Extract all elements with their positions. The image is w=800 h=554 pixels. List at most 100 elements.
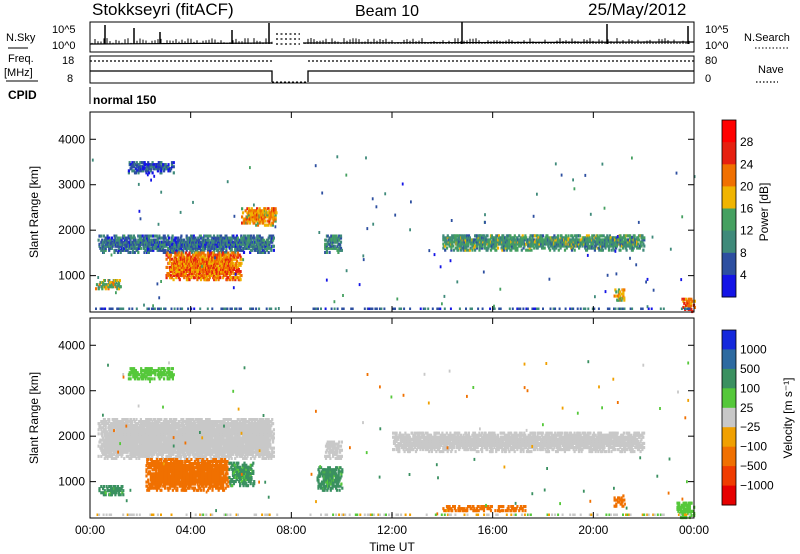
echo-cell xyxy=(99,440,102,444)
echo-cell xyxy=(639,242,642,246)
echo-cell xyxy=(111,428,114,432)
echo-cell xyxy=(507,238,510,242)
echo-cell xyxy=(625,238,628,242)
echo-cell xyxy=(324,250,327,254)
echo-cell xyxy=(450,244,453,248)
echo-cell xyxy=(156,434,159,438)
echo-cell xyxy=(130,236,133,240)
echo-cell xyxy=(163,169,166,173)
beam-title: Beam 10 xyxy=(355,3,419,20)
echo-cell xyxy=(659,307,662,310)
echo-cell xyxy=(554,162,557,166)
echo-cell xyxy=(272,238,275,242)
echo-cell xyxy=(252,213,255,217)
echo-cell xyxy=(497,234,500,238)
echo-cell xyxy=(650,307,653,310)
echo-cell xyxy=(147,428,150,432)
echo-cell xyxy=(98,242,101,246)
echo-cell xyxy=(134,238,137,242)
echo-cell xyxy=(165,253,168,257)
echo-cell xyxy=(473,246,476,250)
echo-cell xyxy=(315,307,318,310)
echo-cell xyxy=(252,307,255,310)
echo-cell xyxy=(394,213,397,217)
echo-cell xyxy=(123,456,126,460)
echo-cell xyxy=(548,277,551,281)
echo-cell xyxy=(137,452,140,456)
echo-cell xyxy=(138,234,141,238)
echo-cell xyxy=(117,281,121,285)
echo-cell xyxy=(629,256,631,260)
echo-cell xyxy=(446,236,449,240)
echo-cell xyxy=(563,238,567,242)
echo-cell xyxy=(175,240,178,244)
echo-cell xyxy=(630,240,633,244)
echo-cell xyxy=(171,236,174,240)
echo-cell xyxy=(380,307,383,310)
echo-cell xyxy=(148,244,151,248)
echo-cell xyxy=(197,242,200,246)
echo-cell xyxy=(640,307,643,310)
echo-cell xyxy=(225,274,228,278)
echo-cell xyxy=(619,248,622,252)
echo-cell xyxy=(593,246,596,250)
echo-cell xyxy=(102,450,105,454)
echo-cell xyxy=(266,219,269,223)
echo-cell xyxy=(597,307,600,310)
echo-cell xyxy=(139,234,142,238)
echo-cell xyxy=(243,234,246,238)
echo-cell xyxy=(197,267,200,271)
echo-cell xyxy=(443,238,446,242)
echo-cell xyxy=(401,182,404,186)
echo-cell xyxy=(109,285,112,289)
echo-cell xyxy=(510,240,513,244)
echo-cell xyxy=(601,248,604,252)
echo-cell xyxy=(508,307,511,310)
echo-cell xyxy=(468,236,471,240)
echo-cell xyxy=(146,173,149,177)
echo-cell xyxy=(226,257,229,261)
echo-cell xyxy=(622,292,625,296)
echo-cell xyxy=(335,246,338,250)
echo-cell xyxy=(538,244,541,248)
echo-cell xyxy=(113,234,116,238)
echo-cell xyxy=(242,236,245,240)
echo-cell xyxy=(255,307,258,310)
echo-cell xyxy=(213,276,217,280)
echo-cell xyxy=(95,307,97,310)
echo-cell xyxy=(198,253,201,257)
echo-cell xyxy=(171,270,174,274)
echo-cell xyxy=(99,307,102,310)
echo-cell xyxy=(615,238,619,242)
echo-cell xyxy=(479,244,482,248)
echo-cell xyxy=(114,244,117,248)
echo-cell xyxy=(532,214,535,218)
echo-cell xyxy=(170,161,174,165)
echo-cell xyxy=(339,236,343,240)
echo-cell xyxy=(591,234,594,238)
echo-cell xyxy=(226,180,229,184)
echo-cell xyxy=(115,248,118,252)
echo-cell xyxy=(184,246,187,250)
echo-cell xyxy=(213,274,216,278)
echo-cell xyxy=(622,246,625,250)
echo-cell xyxy=(271,221,274,225)
echo-cell xyxy=(130,234,133,238)
echo-cell xyxy=(598,236,601,240)
echo-cell xyxy=(150,238,153,242)
echo-cell xyxy=(143,246,146,250)
echo-cell xyxy=(107,454,110,458)
echo-cell xyxy=(614,238,617,242)
echo-cell xyxy=(578,246,581,250)
echo-cell xyxy=(206,234,209,238)
echo-cell xyxy=(168,240,171,244)
echo-cell xyxy=(444,240,447,244)
echo-cell xyxy=(541,234,545,238)
echo-cell xyxy=(138,448,141,452)
echo-cell xyxy=(100,248,103,252)
echo-cell xyxy=(126,242,129,246)
echo-cell xyxy=(127,169,130,173)
echo-cell xyxy=(261,236,264,240)
echo-cell xyxy=(545,242,548,246)
echo-cell xyxy=(192,234,195,238)
